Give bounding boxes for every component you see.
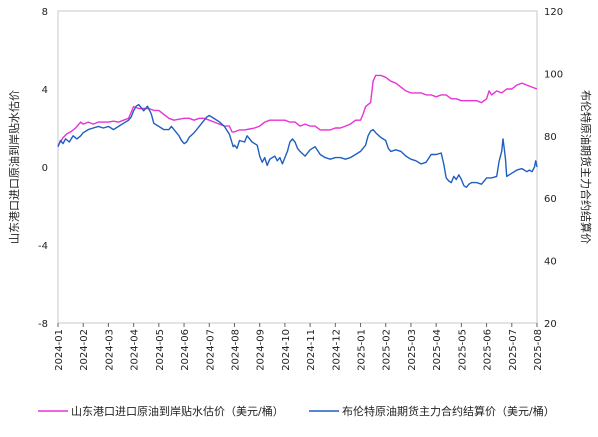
legend-label-pink: 山东港口进口原油到岸贴水估价（美元/桶） xyxy=(71,404,284,418)
x-tick-label: 2024-10 xyxy=(281,329,292,371)
left-tick-label: 0 xyxy=(42,163,48,174)
x-tick-label: 2024-07 xyxy=(205,329,216,371)
x-tick-label: 2024-06 xyxy=(180,329,191,371)
right-tick-label: 60 xyxy=(544,194,557,205)
right-tick-label: 120 xyxy=(544,7,563,18)
left-axis-ticks: 8 4 0 -4 -8 xyxy=(38,7,48,330)
legend-label-blue: 布伦特原油期货主力合约结算价（美元/桶） xyxy=(342,404,555,418)
x-tick-label: 2024-01 xyxy=(54,329,65,371)
x-tick-label: 2025-02 xyxy=(382,329,393,371)
x-axis-ticks: 2024-01 2024-02 2024-03 2024-04 2024-05 2024-… xyxy=(54,323,544,371)
x-tick-label: 2024-04 xyxy=(130,329,141,371)
plot-frame xyxy=(57,10,538,324)
left-tick-label: -4 xyxy=(38,241,48,252)
right-axis-ticks: 120 100 80 60 40 20 xyxy=(544,7,563,330)
left-axis-title: 山东港口进口原油到岸贴水估价 xyxy=(7,90,21,244)
right-tick-label: 20 xyxy=(544,319,557,330)
legend: 山东港口进口原油到岸贴水估价（美元/桶） 布伦特原油期货主力合约结算价（美元/桶… xyxy=(38,404,555,418)
x-tick-label: 2024-05 xyxy=(155,329,166,371)
series-layer xyxy=(57,74,538,189)
x-tick-label: 2025-08 xyxy=(533,329,544,371)
x-tick-label: 2024-11 xyxy=(306,329,317,371)
x-tick-label: 2025-05 xyxy=(457,329,468,371)
x-tick-label: 2025-03 xyxy=(407,329,418,371)
x-tick-label: 2024-02 xyxy=(79,329,90,371)
left-tick-label: 4 xyxy=(42,85,48,96)
right-axis-title: 布伦特原油期货主力合约结算价 xyxy=(579,90,593,244)
x-tick-label: 2025-06 xyxy=(483,329,494,371)
series-line-1 xyxy=(57,103,538,189)
x-tick-label: 2025-07 xyxy=(508,329,519,371)
x-tick-label: 2024-03 xyxy=(104,329,115,371)
x-tick-label: 2025-04 xyxy=(432,329,443,371)
right-tick-label: 80 xyxy=(544,132,557,143)
x-tick-label: 2025-01 xyxy=(357,329,368,371)
left-tick-label: 8 xyxy=(42,7,48,18)
left-tick-label: -8 xyxy=(38,319,48,330)
x-tick-label: 2024-09 xyxy=(256,329,267,371)
right-tick-label: 100 xyxy=(544,69,563,80)
right-tick-label: 40 xyxy=(544,257,557,268)
x-tick-label: 2024-08 xyxy=(230,329,241,371)
x-tick-label: 2024-12 xyxy=(331,329,342,371)
series-line-0 xyxy=(57,74,538,146)
